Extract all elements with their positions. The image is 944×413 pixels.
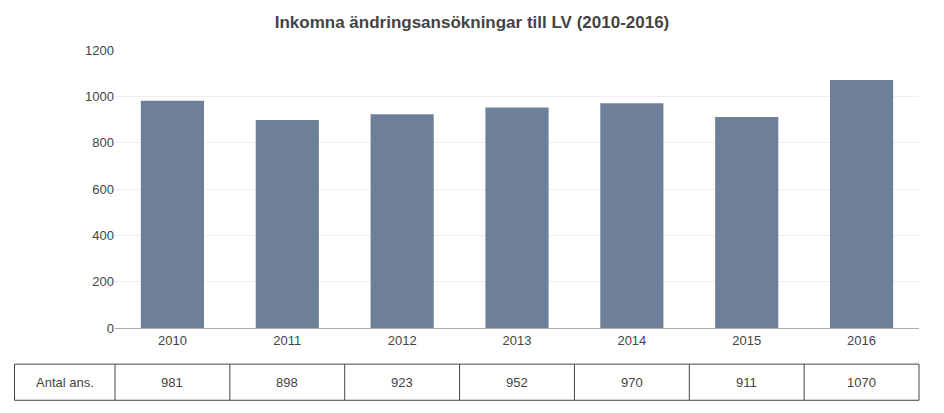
svg-text:970: 970 — [621, 375, 643, 390]
svg-text:2012: 2012 — [388, 333, 417, 348]
svg-text:2010: 2010 — [158, 333, 187, 348]
svg-text:898: 898 — [276, 375, 298, 390]
svg-text:400: 400 — [92, 228, 114, 243]
svg-text:Antal ans.: Antal ans. — [36, 375, 94, 390]
svg-text:2016: 2016 — [847, 333, 876, 348]
svg-text:911: 911 — [736, 375, 757, 390]
svg-text:800: 800 — [92, 135, 114, 150]
svg-text:2013: 2013 — [503, 333, 532, 348]
svg-text:1070: 1070 — [847, 375, 876, 390]
svg-text:981: 981 — [161, 375, 183, 390]
svg-text:1200: 1200 — [85, 43, 114, 58]
svg-text:923: 923 — [391, 375, 413, 390]
svg-text:1000: 1000 — [85, 89, 114, 104]
svg-text:2014: 2014 — [617, 333, 646, 348]
svg-text:0: 0 — [107, 321, 114, 336]
svg-text:2011: 2011 — [273, 333, 301, 348]
svg-text:2015: 2015 — [732, 333, 761, 348]
svg-text:200: 200 — [92, 274, 114, 289]
svg-text:600: 600 — [92, 182, 114, 197]
svg-text:952: 952 — [506, 375, 528, 390]
svg-text:Inkomna ändringsansökningar ti: Inkomna ändringsansökningar till LV (201… — [275, 13, 670, 32]
